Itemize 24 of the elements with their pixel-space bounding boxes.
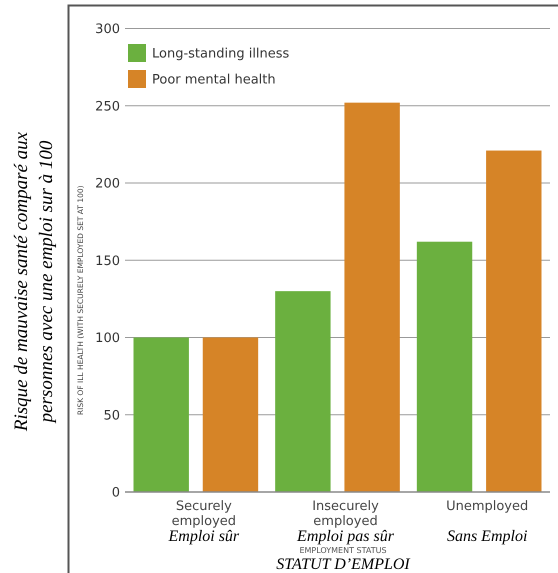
bar <box>134 338 189 492</box>
text: Sans Emploi <box>446 528 528 545</box>
text: Risque de mauvaise santé comparé aux personnes avec une emploi sur à 100 <box>11 131 57 432</box>
text: Emploi sûr <box>167 528 240 545</box>
y-tick-label: 150 <box>95 254 120 269</box>
y-tick-label: 100 <box>95 331 120 346</box>
x-tick-label: Insecurely employed <box>312 499 380 529</box>
x-tick-label: Securely employed <box>172 499 236 529</box>
legend-label: Long-standing illness <box>152 46 290 62</box>
y-tick-label: 200 <box>95 176 120 192</box>
bar <box>202 338 258 492</box>
x-axis-title: EMPLOYMENT STATUS <box>299 546 387 555</box>
legend-label: Poor mental health <box>152 72 276 88</box>
bar <box>486 150 542 492</box>
y-tick-label: 300 <box>95 22 120 38</box>
y-tick-label: 0 <box>112 486 120 501</box>
bar <box>416 242 472 492</box>
bar <box>275 291 331 492</box>
text: STATUT D’EMPLOI <box>276 556 410 573</box>
bar <box>344 102 400 492</box>
y-tick-label: 250 <box>95 99 120 114</box>
y-tick-label: 50 <box>103 408 120 424</box>
x-tick-label: Unemployed <box>446 499 528 514</box>
text: Emploi pas sûr <box>296 528 395 545</box>
